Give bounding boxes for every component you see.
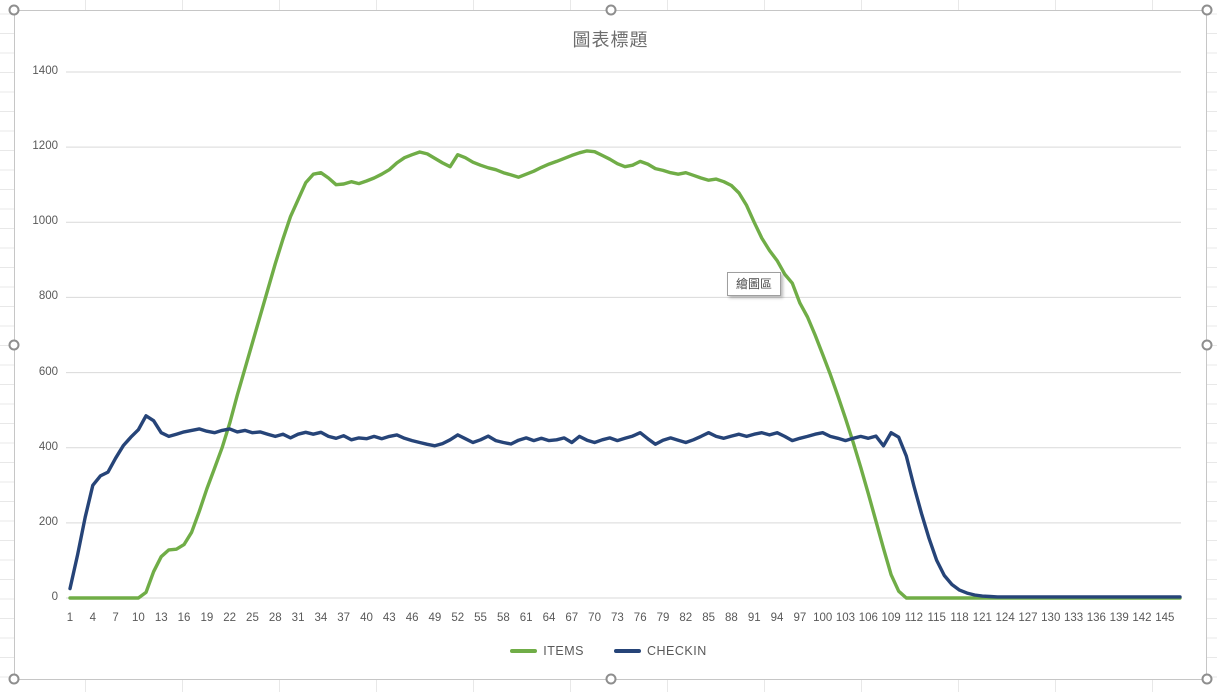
x-tick-label: 46	[405, 612, 419, 624]
x-tick-label: 43	[382, 612, 396, 624]
legend-label-checkin: CHECKIN	[646, 644, 707, 658]
x-tick-label: 28	[268, 612, 282, 624]
x-tick-label: 88	[725, 612, 738, 624]
x-tick-label: 106	[858, 612, 878, 624]
x-tick-label: 4	[89, 612, 96, 624]
x-tick-label: 73	[610, 612, 624, 624]
chart-title[interactable]: 圖表標題	[572, 30, 649, 50]
y-tick-label: 200	[38, 515, 58, 528]
resize-handle-top-right[interactable]	[1201, 4, 1213, 16]
resize-handle-bottom-middle[interactable]	[605, 673, 617, 685]
x-tick-label: 10	[132, 612, 145, 624]
legend-item-items[interactable]: ITEMS	[510, 644, 584, 658]
x-tick-label: 133	[1063, 612, 1084, 624]
x-tick-label: 58	[496, 612, 510, 624]
x-tick-label: 22	[223, 612, 237, 624]
x-tick-label: 109	[881, 612, 901, 624]
x-tick-label: 82	[679, 612, 693, 624]
y-tick-label: 800	[38, 290, 58, 303]
x-tick-label: 121	[972, 612, 992, 624]
items-series-swatch	[510, 649, 538, 653]
x-tick-label: 97	[793, 612, 807, 624]
items-series-line[interactable]	[68, 149, 1182, 600]
x-tick-label: 139	[1109, 612, 1129, 624]
resize-handle-right-middle[interactable]	[1201, 339, 1213, 351]
y-tick-label: 0	[51, 591, 58, 603]
x-tick-label: 142	[1132, 612, 1152, 624]
x-tick-label: 1	[66, 612, 74, 624]
x-tick-label: 112	[904, 612, 924, 624]
x-tick-label: 118	[950, 612, 969, 624]
y-tick-label: 1000	[32, 215, 58, 228]
x-tick-label: 64	[542, 612, 556, 624]
x-tick-label: 70	[588, 612, 601, 624]
x-tick-label: 124	[995, 612, 1015, 624]
x-tick-label: 16	[177, 612, 191, 624]
x-tick-label: 115	[927, 612, 946, 624]
x-tick-label: 19	[200, 612, 214, 624]
x-tick-label: 94	[770, 612, 784, 624]
x-tick-label: 61	[519, 612, 533, 624]
x-tick-label: 40	[360, 612, 373, 624]
x-tick-label: 91	[747, 612, 761, 624]
x-tick-label: 31	[291, 612, 305, 624]
x-tick-label: 67	[565, 612, 579, 624]
x-tick-label: 100	[813, 612, 833, 624]
chart-area[interactable]	[14, 10, 1207, 680]
resize-handle-top-left[interactable]	[8, 4, 20, 16]
resize-handle-bottom-right[interactable]	[1201, 673, 1213, 685]
x-tick-label: 76	[633, 612, 647, 624]
plot-area-tooltip: 繪圖區	[727, 272, 782, 296]
x-tick-label: 130	[1041, 612, 1061, 624]
x-tick-label: 37	[337, 612, 351, 624]
x-tick-label: 25	[246, 612, 259, 624]
legend-label-items: ITEMS	[543, 644, 584, 658]
resize-handle-bottom-left[interactable]	[8, 673, 20, 685]
y-tick-label: 1400	[32, 65, 58, 77]
x-tick-label: 85	[702, 612, 716, 624]
x-tick-label: 7	[112, 612, 119, 624]
x-tick-label: 49	[428, 612, 442, 624]
x-tick-label: 13	[154, 612, 168, 624]
x-tick-label: 145	[1155, 612, 1175, 624]
y-tick-label: 1200	[32, 140, 58, 153]
legend-item-checkin[interactable]: CHECKIN	[613, 644, 707, 658]
y-tick-label: 600	[38, 365, 58, 378]
resize-handle-top-middle[interactable]	[605, 4, 617, 16]
checkin-series-line[interactable]	[68, 414, 1182, 599]
resize-handle-left-middle[interactable]	[8, 339, 20, 351]
x-tick-label: 79	[656, 612, 670, 624]
y-tick-label: 400	[38, 440, 58, 453]
legend[interactable]: ITEMS CHECKIN	[0, 644, 1217, 658]
x-tick-label: 136	[1086, 612, 1106, 624]
x-tick-label: 52	[451, 612, 465, 624]
x-tick-label: 34	[314, 612, 328, 624]
x-tick-label: 55	[474, 612, 487, 624]
x-tick-label: 103	[835, 612, 856, 624]
x-tick-label: 127	[1018, 612, 1038, 624]
checkin-series-swatch	[613, 649, 641, 653]
